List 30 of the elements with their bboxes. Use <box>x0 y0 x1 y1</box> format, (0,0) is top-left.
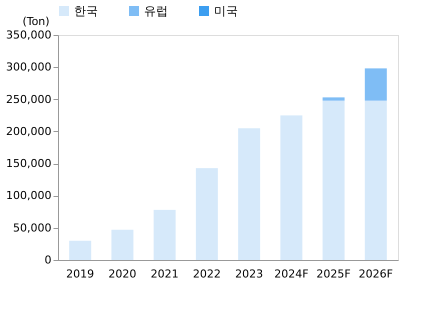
y-tick-label: 0 <box>44 254 52 266</box>
y-tick-label: 50,000 <box>13 221 52 234</box>
legend-label: 한국 <box>74 4 98 18</box>
bar <box>154 210 176 260</box>
y-tick-label: 250,000 <box>6 92 52 106</box>
x-tick-label: 2024F <box>274 268 309 280</box>
x-tick-label: 2021 <box>150 268 179 280</box>
y-tick-label: 300,000 <box>6 60 52 74</box>
bar <box>322 100 345 260</box>
x-tick-label: 2023 <box>235 268 264 280</box>
bar <box>238 128 260 260</box>
bar <box>322 97 345 101</box>
bar <box>280 115 302 260</box>
x-tick-label: 2022 <box>192 268 221 280</box>
x-tick-label: 2019 <box>66 268 94 280</box>
legend-label: 유럽 <box>144 4 168 18</box>
bar <box>364 100 387 260</box>
y-tick-label: 150,000 <box>6 157 52 170</box>
legend-label: 미국 <box>214 4 238 18</box>
x-tick-label: 2020 <box>108 268 136 280</box>
y-axis-title: (Ton) <box>22 15 50 28</box>
y-tick-label: 100,000 <box>6 189 52 202</box>
y-tick-label: 200,000 <box>6 124 52 138</box>
bar <box>196 168 218 260</box>
y-tick-label: 350,000 <box>6 28 52 42</box>
bar <box>69 240 92 260</box>
bar <box>111 230 134 260</box>
x-tick-label: 2026F <box>358 268 393 280</box>
x-tick-label: 2025F <box>316 268 351 280</box>
bar <box>364 68 387 101</box>
